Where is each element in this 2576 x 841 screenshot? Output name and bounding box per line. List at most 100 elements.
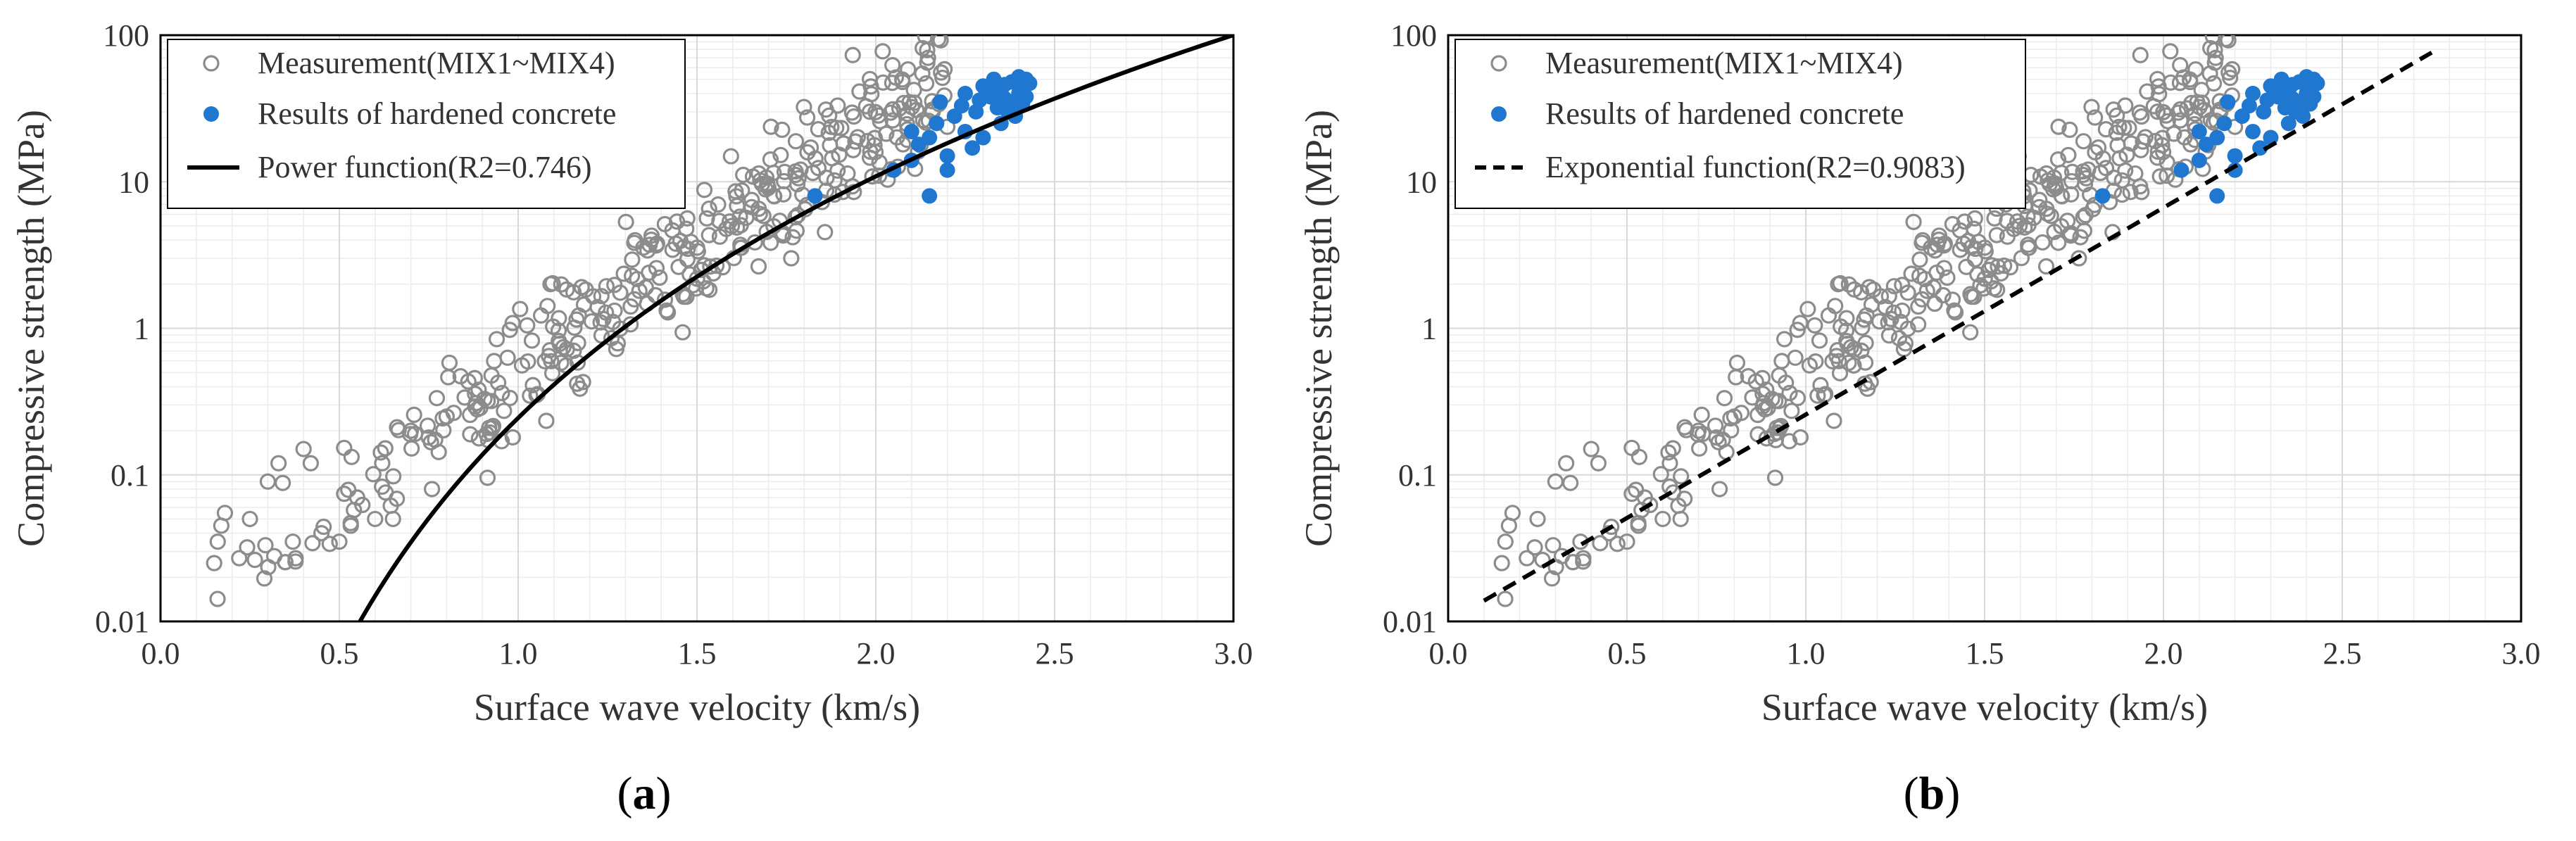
y-tick-label: 10 <box>1406 165 1437 199</box>
measurement-point <box>1710 434 1727 450</box>
measurement-point <box>209 590 226 607</box>
measurement-point <box>765 164 782 182</box>
measurement-point <box>1992 265 2009 282</box>
measurement-point <box>1999 228 2016 245</box>
measurement-point <box>2132 46 2149 63</box>
measurement-point <box>1827 298 1844 315</box>
y-axis-title: Compressive strength (MPa) <box>1298 110 1340 547</box>
legend-entry: Power function(R2=0.746) <box>258 150 592 184</box>
legend-entry: Measurement(MIX1~MIX4) <box>258 46 615 80</box>
measurement-point <box>2009 213 2026 230</box>
measurement-point <box>389 491 406 507</box>
measurement-point <box>2046 223 2063 241</box>
measurement-point <box>2075 133 2092 150</box>
measurement-point <box>675 289 693 305</box>
measurement-point <box>2178 100 2196 117</box>
y-tick-label: 10 <box>118 165 149 199</box>
measurement-point <box>1865 281 1882 298</box>
measurement-point <box>423 481 441 498</box>
x-tick-label: 1.5 <box>678 636 717 671</box>
measurement-point <box>729 197 746 215</box>
x-tick-label: 2.0 <box>857 636 896 671</box>
y-tick-label: 1 <box>134 312 149 346</box>
x-tick-label: 0.5 <box>1608 636 1647 671</box>
measurement-point <box>603 329 620 347</box>
measurement-point <box>606 277 623 293</box>
power-fit-line <box>357 35 1233 621</box>
x-tick-label: 1.0 <box>499 636 538 671</box>
hardened-point <box>2191 152 2207 168</box>
measurement-point <box>1623 439 1640 457</box>
measurement-point <box>750 258 767 275</box>
measurement-point <box>1783 403 1800 419</box>
hardened-point <box>2252 140 2268 156</box>
measurement-point <box>1885 278 1902 295</box>
measurement-point <box>1853 342 1870 359</box>
measurement-point <box>1880 314 1897 331</box>
measurement-point <box>1547 559 1564 576</box>
measurement-point <box>1939 269 1956 286</box>
measurement-point <box>479 469 496 486</box>
legend: Measurement(MIX1~MIX4) Results of hardene… <box>1455 39 2026 209</box>
measurement-point <box>1905 213 1922 230</box>
measurement-point <box>1718 443 1735 460</box>
measurement-point <box>1623 486 1640 502</box>
measurement-point <box>2090 139 2107 156</box>
measurement-point <box>406 425 424 443</box>
measurement-point <box>1529 510 1546 528</box>
measurement-point <box>1691 440 1708 457</box>
measurement-point <box>914 65 931 82</box>
measurement-point <box>884 101 901 118</box>
hardened-point <box>2241 98 2257 114</box>
measurement-point <box>679 210 696 227</box>
measurement-point <box>2021 239 2037 256</box>
measurement-point <box>558 281 575 298</box>
measurement-point <box>1676 491 1693 507</box>
measurement-point <box>1590 455 1607 472</box>
measurement-point <box>615 265 632 282</box>
measurement-point <box>919 49 936 66</box>
measurement-point <box>1767 431 1784 448</box>
measurement-point <box>731 208 748 225</box>
hardened-point <box>2280 115 2297 132</box>
chart-panel-b: 0.0 0.5 1.0 1.5 2.0 2.5 3.0 0.01 0.1 1 10 100 Surfac… <box>1288 0 2576 841</box>
measurement-point <box>1778 374 1795 391</box>
measurement-point <box>2151 168 2168 185</box>
hardened-point <box>2191 123 2207 139</box>
measurement-point <box>1723 422 1740 438</box>
measurement-point <box>635 239 652 256</box>
measurement-point <box>342 514 359 531</box>
measurement-point <box>762 234 779 251</box>
measurement-point <box>796 99 812 115</box>
measurement-point <box>1996 257 2013 274</box>
hardened-point <box>939 148 955 164</box>
measurement-point <box>700 227 717 244</box>
measurement-point <box>2132 178 2149 195</box>
measurement-point <box>1892 313 1909 330</box>
measurement-point <box>1910 298 1927 315</box>
measurement-point <box>1776 331 1793 348</box>
measurement-point <box>735 166 752 184</box>
measurement-point <box>354 496 371 514</box>
measurement-point <box>551 310 567 327</box>
measurement-point <box>787 133 805 150</box>
measurement-point <box>2201 65 2218 82</box>
y-tick-label: 0.1 <box>111 458 149 493</box>
measurement-point <box>430 443 447 460</box>
x-axis-title: Surface wave velocity (km/s) <box>1761 686 2208 728</box>
measurement-point <box>1619 533 1635 550</box>
measurement-point <box>1944 215 1961 233</box>
hardened-point <box>2309 75 2325 91</box>
measurement-point <box>2137 129 2154 146</box>
measurement-point <box>390 422 407 438</box>
measurement-point <box>209 533 226 550</box>
measurement-point <box>1999 213 2016 229</box>
measurement-point <box>894 71 911 88</box>
measurement-point <box>336 439 353 457</box>
legend-marker-measurement <box>1490 55 1507 72</box>
measurement-point <box>2053 164 2070 182</box>
measurement-point <box>555 339 572 355</box>
measurement-point <box>2085 201 2101 217</box>
measurement-point <box>1903 265 1920 282</box>
measurement-point <box>1935 286 1952 304</box>
